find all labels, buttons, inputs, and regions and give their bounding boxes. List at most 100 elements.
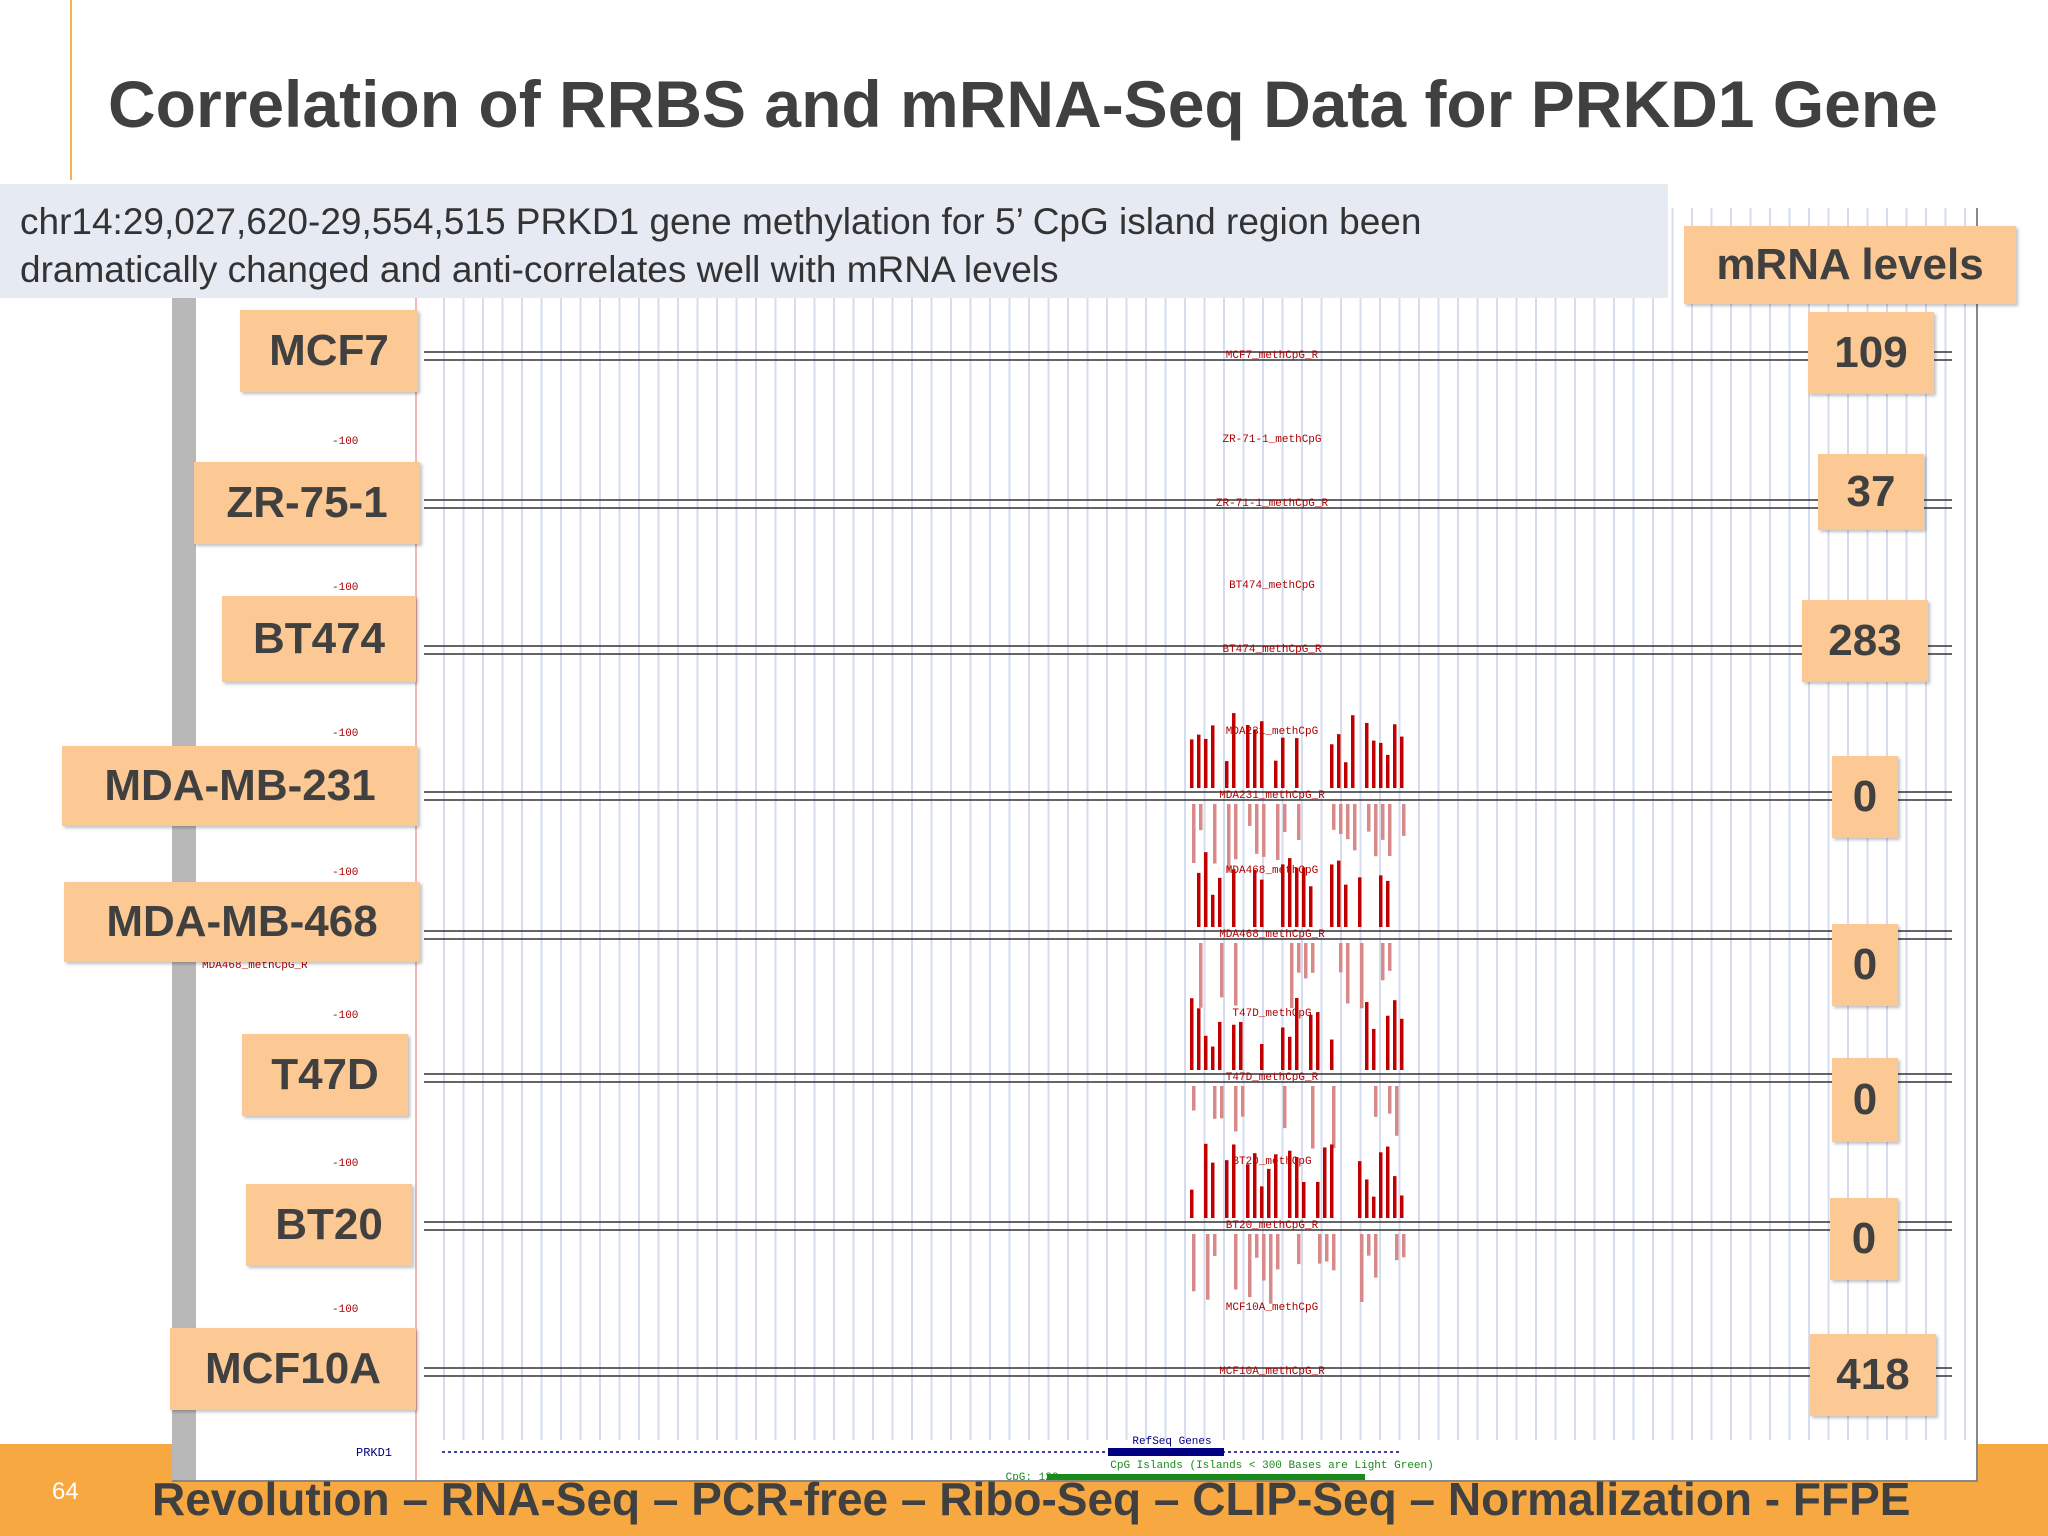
- methyl-bar-rev-MDA-MB-231: [1353, 804, 1357, 851]
- cpg-label: CpG Islands (Islands < 300 Bases are Lig…: [1110, 1460, 1433, 1472]
- mrna-value: 109: [1808, 312, 1934, 394]
- methyl-bar-T47D: [1400, 1018, 1404, 1070]
- methyl-bar-T47D: [1372, 1028, 1376, 1070]
- caption-box: chr14:29,027,620-29,554,515 PRKD1 gene m…: [0, 184, 1668, 298]
- methyl-bar-MDA-MB-231: [1393, 724, 1397, 788]
- track-label-MCF10A: MCF10A_methCpG_R: [1219, 1366, 1325, 1378]
- methyl-bar-rev-MDA-MB-231: [1192, 804, 1196, 864]
- methyl-bar-rev-BT20: [1248, 1234, 1252, 1298]
- methyl-bar-rev-MDA-MB-468: [1234, 943, 1238, 1006]
- track-label-top-ZR-75-1: ZR-71-1_methCpG: [1222, 434, 1321, 446]
- methyl-bar-BT20: [1260, 1186, 1264, 1218]
- track-label-BT474: BT474_methCpG_R: [1222, 644, 1321, 656]
- cell-line-label: MDA-MB-468: [64, 882, 420, 962]
- methyl-bar-MDA-MB-468: [1358, 877, 1362, 927]
- methyl-bar-rev-MDA-MB-231: [1388, 804, 1392, 857]
- methyl-bar-MDA-MB-468: [1218, 877, 1222, 927]
- methyl-bar-MDA-MB-231: [1400, 736, 1404, 788]
- page-number: 64: [52, 1478, 79, 1505]
- methyl-bar-T47D: [1260, 1043, 1264, 1070]
- methyl-bar-T47D: [1330, 1039, 1334, 1070]
- side-track-label: MDA468_methCpG_R: [202, 960, 308, 972]
- track-label-BT20: BT20_methCpG_R: [1226, 1220, 1319, 1232]
- methyl-bar-rev-BT20: [1332, 1234, 1336, 1271]
- methyl-bar-MDA-MB-468: [1309, 886, 1313, 927]
- methyl-bar-MDA-MB-231: [1204, 738, 1208, 788]
- methyl-bar-rev-BT20: [1276, 1234, 1280, 1270]
- methyl-bar-rev-MDA-MB-231: [1402, 804, 1406, 836]
- methyl-bar-MDA-MB-468: [1197, 872, 1201, 927]
- methyl-bar-rev-MDA-MB-231: [1248, 804, 1252, 826]
- methyl-bar-MDA-MB-468: [1211, 894, 1215, 927]
- methyl-bar-T47D: [1190, 998, 1194, 1070]
- methyl-bar-rev-MDA-MB-468: [1311, 943, 1315, 973]
- methyl-bar-rev-T47D: [1395, 1086, 1399, 1136]
- browser-gutter: [172, 208, 196, 1480]
- methyl-bar-MDA-MB-468: [1302, 867, 1306, 927]
- track-label-MDA-MB-231: MDA231_methCpG_R: [1219, 790, 1325, 802]
- methyl-bar-T47D: [1204, 1035, 1208, 1070]
- methyl-bar-BT20: [1330, 1144, 1334, 1218]
- methyl-bar-T47D: [1197, 1008, 1201, 1070]
- methyl-bar-BT20: [1225, 1160, 1229, 1218]
- gene-label: PRKD1: [356, 1446, 392, 1460]
- scale-label: -100: [332, 582, 358, 594]
- methyl-bar-T47D: [1281, 1027, 1285, 1070]
- methyl-bar-rev-BT20: [1255, 1234, 1259, 1258]
- methyl-bar-rev-BT20: [1297, 1234, 1301, 1265]
- cell-line-label: BT20: [246, 1184, 412, 1266]
- methyl-bar-MDA-MB-468: [1386, 880, 1390, 927]
- methyl-bar-MDA-MB-231: [1246, 724, 1250, 788]
- methyl-bar-MDA-MB-231: [1351, 715, 1355, 788]
- methyl-bar-rev-MDA-MB-231: [1374, 804, 1378, 857]
- methyl-bar-rev-BT20: [1269, 1234, 1273, 1304]
- methyl-bar-rev-MDA-MB-468: [1297, 943, 1301, 973]
- methyl-bar-BT20: [1190, 1189, 1194, 1218]
- methyl-bar-MDA-MB-231: [1232, 713, 1236, 788]
- methyl-bar-BT20: [1295, 1157, 1299, 1218]
- mrna-value: 0: [1830, 1198, 1898, 1280]
- cpg-island-bar: [1047, 1474, 1365, 1480]
- methyl-bar-rev-MDA-MB-468: [1339, 943, 1343, 973]
- cell-line-label: T47D: [242, 1034, 408, 1116]
- methyl-bar-T47D: [1309, 1014, 1313, 1070]
- methyl-bar-rev-MDA-MB-468: [1304, 943, 1308, 979]
- methyl-bar-MDA-MB-231: [1330, 744, 1334, 788]
- methyl-bar-rev-T47D: [1213, 1086, 1217, 1119]
- methyl-bar-T47D: [1288, 1036, 1292, 1070]
- cell-line-label: MCF10A: [170, 1328, 416, 1410]
- methyl-bar-rev-T47D: [1374, 1086, 1378, 1117]
- methyl-bar-BT20: [1393, 1176, 1397, 1218]
- methylation-track-plot: MCF7_methCpG_R -100 ZR-71-1_methCpG_R ZR-71…: [172, 208, 1966, 1480]
- cell-line-label: MCF7: [240, 310, 418, 392]
- methyl-bar-MDA-MB-231: [1197, 734, 1201, 788]
- methyl-bar-T47D: [1218, 1021, 1222, 1070]
- accent-line: [70, 0, 72, 180]
- methyl-bar-rev-T47D: [1234, 1086, 1238, 1132]
- methyl-bar-MDA-MB-231: [1344, 762, 1348, 788]
- methyl-bar-T47D: [1232, 1024, 1236, 1070]
- slide-title: Correlation of RRBS and mRNA-Seq Data fo…: [108, 67, 1938, 141]
- gene-exon: [1108, 1448, 1224, 1456]
- methyl-bar-MDA-MB-231: [1225, 761, 1229, 788]
- methyl-bar-rev-T47D: [1332, 1086, 1336, 1149]
- mrna-value: 283: [1802, 600, 1928, 682]
- scale-label: -100: [332, 867, 358, 879]
- methyl-bar-BT20: [1253, 1153, 1257, 1218]
- mrna-value: 418: [1810, 1334, 1936, 1416]
- track-label-ZR-75-1: ZR-71-1_methCpG_R: [1216, 498, 1329, 510]
- methyl-bar-rev-MDA-MB-468: [1290, 943, 1294, 1009]
- mrna-value: 0: [1832, 756, 1898, 838]
- methyl-bar-rev-BT20: [1213, 1234, 1217, 1256]
- methyl-bar-T47D: [1295, 997, 1299, 1070]
- methyl-bar-MDA-MB-468: [1288, 858, 1292, 927]
- methyl-bar-MDA-MB-231: [1260, 721, 1264, 788]
- track-label-top-BT474: BT474_methCpG: [1229, 580, 1315, 592]
- methyl-bar-BT20: [1288, 1150, 1292, 1218]
- scale-label: -100: [332, 728, 358, 740]
- track-label-MDA-MB-468: MDA468_methCpG_R: [1219, 929, 1325, 941]
- methyl-bar-MDA-MB-231: [1379, 742, 1383, 788]
- methyl-bar-rev-MDA-MB-231: [1199, 804, 1203, 831]
- methyl-bar-MDA-MB-231: [1337, 734, 1341, 788]
- methyl-bar-rev-BT20: [1367, 1234, 1371, 1256]
